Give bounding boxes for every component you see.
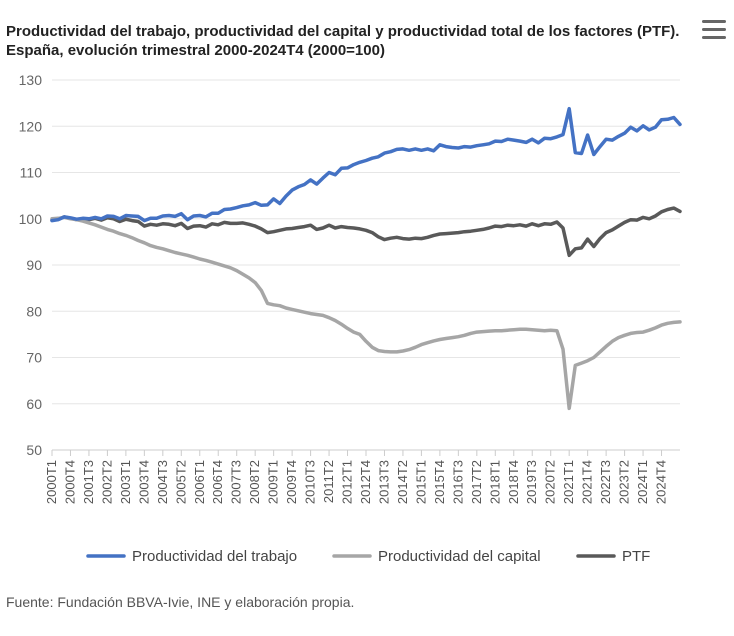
x-tick-label: 2000T1 xyxy=(44,460,59,504)
x-tick-label: 2012T1 xyxy=(340,460,355,504)
y-axis-ticks: 50 60 70 80 90 100 110 120 130 xyxy=(19,72,43,458)
x-tick-label: 2009T1 xyxy=(266,460,281,504)
hamburger-menu-icon[interactable] xyxy=(700,20,728,42)
x-tick-label: 2009T4 xyxy=(284,460,299,504)
x-tick-label: 2017T2 xyxy=(469,460,484,504)
x-tick-label: 2005T2 xyxy=(173,460,188,504)
x-tick-label: 2023T2 xyxy=(617,460,632,504)
line-chart: 50 60 70 80 90 100 110 120 130 2000T1 2000T4 2001T… xyxy=(19,72,682,565)
x-tick-label: 2008T2 xyxy=(247,460,262,504)
x-tick-label: 2006T4 xyxy=(210,460,225,504)
x-tick-label: 2018T4 xyxy=(506,460,521,504)
x-tick-label: 2006T1 xyxy=(192,460,207,504)
y-tick-label: 110 xyxy=(20,165,43,181)
series-lines xyxy=(50,106,682,411)
legend-label[interactable]: Productividad del capital xyxy=(378,548,541,565)
x-tick-label: 2010T3 xyxy=(303,460,318,504)
x-tick-label: 2015T1 xyxy=(413,460,428,504)
x-tick-label: 2016T3 xyxy=(450,460,465,504)
x-tick-label: 2000T4 xyxy=(62,460,77,504)
x-tick-label: 2013T3 xyxy=(376,460,391,504)
x-axis-ticks: 2000T1 2000T4 2001T3 2002T2 2003T1 2003T4 2004… xyxy=(44,450,669,504)
source-note: Fuente: Fundación BBVA-Ivie, INE y elabo… xyxy=(6,594,355,610)
x-tick-label: 2004T3 xyxy=(155,460,170,504)
x-tick-label: 2007T3 xyxy=(229,460,244,504)
x-tick-label: 2019T3 xyxy=(524,460,539,504)
x-tick-label: 2001T3 xyxy=(81,460,96,504)
y-tick-label: 90 xyxy=(26,257,42,273)
x-tick-label: 2003T4 xyxy=(136,460,151,504)
legend-label[interactable]: Productividad del trabajo xyxy=(132,548,297,565)
y-tick-label: 120 xyxy=(19,118,43,134)
x-tick-label: 2012T4 xyxy=(358,460,373,504)
y-tick-label: 100 xyxy=(19,211,43,227)
y-tick-label: 130 xyxy=(19,72,43,88)
y-tick-label: 60 xyxy=(26,396,42,412)
x-tick-label: 2021T4 xyxy=(580,460,595,504)
x-tick-label: 2022T3 xyxy=(598,460,613,504)
legend: Productividad del trabajo Productividad d… xyxy=(86,548,650,565)
x-tick-label: 2002T2 xyxy=(99,460,114,504)
x-tick-label: 2024T1 xyxy=(635,460,650,504)
y-tick-label: 50 xyxy=(26,442,42,458)
series-line-productividad-del-trabajo[interactable] xyxy=(50,106,682,223)
x-tick-label: 2014T2 xyxy=(395,460,410,504)
chart-title: Productividad del trabajo, productividad… xyxy=(6,23,680,59)
x-tick-label: 2015T4 xyxy=(432,460,447,504)
y-tick-label: 70 xyxy=(26,350,42,366)
series-line-productividad-del-capital[interactable] xyxy=(50,215,682,411)
x-tick-label: 2020T2 xyxy=(543,460,558,504)
x-tick-label: 2018T1 xyxy=(487,460,502,504)
y-tick-label: 80 xyxy=(26,303,42,319)
series-line-ptf[interactable] xyxy=(50,206,682,258)
x-tick-label: 2024T4 xyxy=(654,460,669,504)
x-tick-label: 2003T1 xyxy=(118,460,133,504)
legend-label[interactable]: PTF xyxy=(622,548,650,565)
x-tick-label: 2021T1 xyxy=(561,460,576,504)
x-tick-label: 2011T2 xyxy=(321,460,336,503)
